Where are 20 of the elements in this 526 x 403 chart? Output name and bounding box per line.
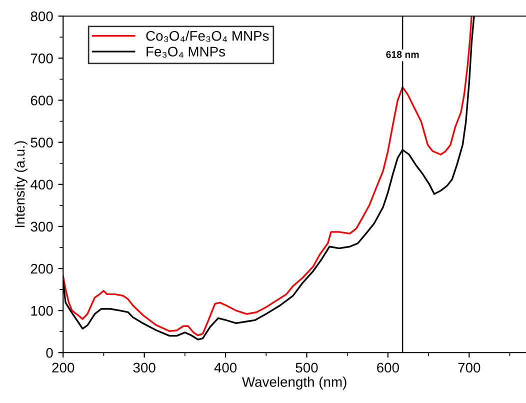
y-tick-label: 700 [30, 54, 53, 64]
legend-label: Co₃O₄/Fe₃O₄ MNPs [146, 30, 269, 42]
y-tick-label: 500 [30, 138, 53, 148]
y-tick-label: 400 [30, 180, 53, 190]
y-tick-label: 300 [30, 222, 53, 232]
x-tick-label: 300 [133, 362, 156, 373]
y-tick-label: 100 [31, 306, 53, 316]
y-axis-title: Intensity (a.u.) [14, 141, 28, 228]
legend-label: Fe₃O₄ MNPs [146, 46, 226, 58]
x-tick-label: 700 [458, 362, 480, 373]
x-axis-title: Wavelength (nm) [242, 376, 346, 390]
y-tick-label: 0 [46, 348, 53, 358]
x-tick-label: 500 [296, 362, 318, 373]
x-tick-label: 200 [52, 362, 74, 373]
x-tick-label: 400 [214, 362, 237, 373]
y-tick-label: 800 [30, 11, 53, 22]
y-tick-label: 600 [30, 96, 53, 106]
y-tick-label: 200 [30, 264, 53, 274]
x-tick-label: 600 [377, 362, 399, 373]
ref-line-label: 618 nm [386, 51, 419, 58]
